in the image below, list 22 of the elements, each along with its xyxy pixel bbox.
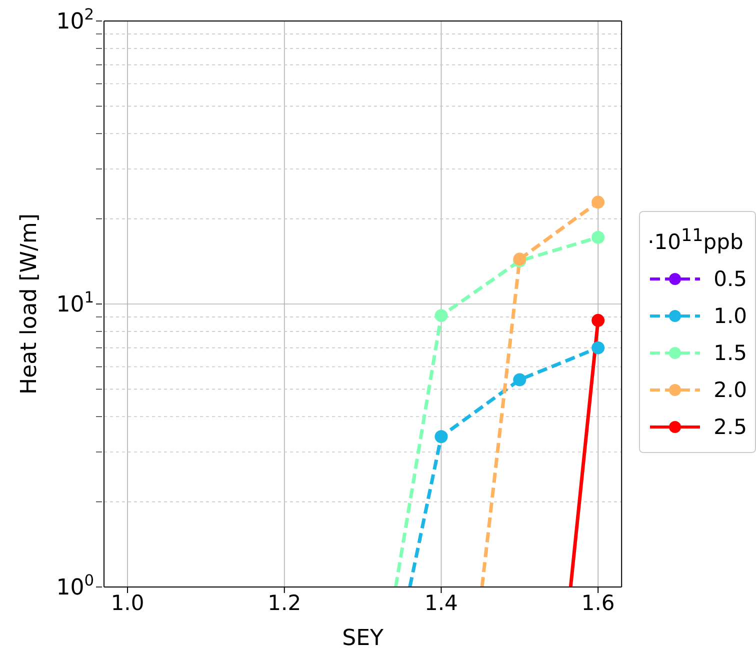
legend-label: 0.5: [714, 266, 747, 292]
y-tick-label: 10$^{0}$: [56, 572, 94, 601]
y-tick-label: 10$^{2}$: [56, 6, 94, 35]
y-axis-title: Heat load [W/m]: [16, 214, 42, 394]
x-tick-label: 1.4: [424, 590, 458, 615]
point: [592, 341, 605, 354]
point: [592, 230, 605, 244]
legend-label: 1.5: [714, 340, 747, 366]
point: [434, 309, 448, 322]
point: [434, 430, 448, 444]
legend-title: ·10$^{11}$ppb: [648, 224, 744, 256]
x-tick-label: 1.0: [110, 590, 144, 615]
x-tick-label: 1.6: [581, 590, 615, 615]
x-tick-label: 1.2: [268, 590, 302, 615]
point: [592, 314, 605, 327]
y-tick-label: 10$^{1}$: [56, 288, 94, 318]
legend-label: 2.0: [714, 376, 747, 404]
point: [592, 196, 605, 209]
x-axis-title: SEY: [342, 626, 384, 651]
legend-label: 2.5: [714, 414, 747, 440]
point: [513, 373, 526, 386]
legend-label: 1.0: [714, 302, 747, 330]
